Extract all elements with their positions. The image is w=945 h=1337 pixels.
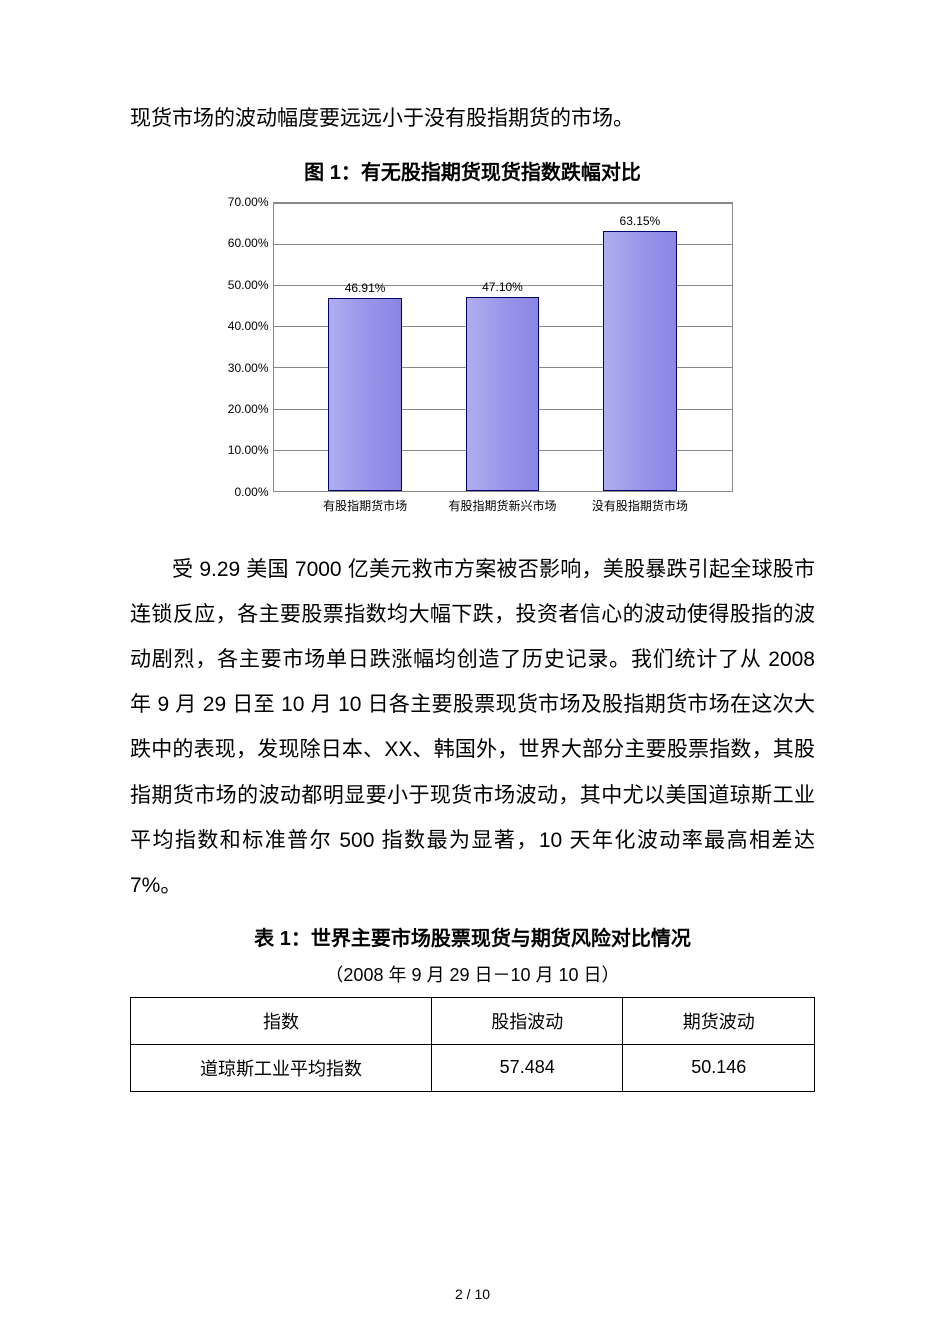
- table-header-cell: 指数: [131, 997, 432, 1044]
- chart-ytick-label: 70.00%: [209, 195, 269, 209]
- table-cell: 57.484: [431, 1044, 623, 1091]
- table-header-row: 指数股指波动期货波动: [131, 997, 815, 1044]
- chart-ytick-label: 30.00%: [209, 361, 269, 375]
- chart-xtick-label: 没有股指期货市场: [592, 497, 688, 514]
- chart-1: 46.91% 有股指期货市场 47.10% 有股指期货新兴市场 63.15% 没有股指期货…: [203, 197, 743, 527]
- chart-bar: 63.15%: [603, 231, 676, 491]
- table-header-cell: 期货波动: [623, 997, 815, 1044]
- chart-gridline: [274, 203, 732, 204]
- chart-bar-label: 47.10%: [482, 280, 523, 298]
- chart-1-title: 图 1：有无股指期货现货指数跌幅对比: [130, 156, 815, 185]
- chart-ytick-label: 10.00%: [209, 443, 269, 457]
- chart-bar: 47.10%: [466, 297, 539, 491]
- intro-paragraph: 现货市场的波动幅度要远远小于没有股指期货的市场。: [130, 100, 815, 138]
- chart-ytick-label: 0.00%: [209, 485, 269, 499]
- table-1: 指数股指波动期货波动 道琼斯工业平均指数57.48450.146: [130, 997, 815, 1092]
- chart-xtick-label: 有股指期货新兴市场: [448, 497, 556, 514]
- chart-bar-label: 63.15%: [620, 214, 661, 232]
- chart-1-plot-area: 46.91%有股指期货市场47.10%有股指期货新兴市场63.15%没有股指期货…: [273, 202, 733, 492]
- chart-ytick-label: 60.00%: [209, 236, 269, 250]
- table-header-cell: 股指波动: [431, 997, 623, 1044]
- table-row: 道琼斯工业平均指数57.48450.146: [131, 1044, 815, 1091]
- chart-xtick-label: 有股指期货市场: [323, 497, 407, 514]
- chart-ytick-label: 40.00%: [209, 319, 269, 333]
- body-paragraph: 受 9.29 美国 7000 亿美元救市方案被否影响，美股暴跌引起全球股市连锁反…: [130, 547, 815, 908]
- chart-bar-label: 46.91%: [345, 281, 386, 299]
- table-1-title: 表 1：世界主要市场股票现货与期货风险对比情况: [130, 922, 815, 951]
- table-1-subtitle: （2008 年 9 月 29 日－10 月 10 日）: [130, 961, 815, 987]
- chart-ytick-label: 50.00%: [209, 278, 269, 292]
- table-cell: 50.146: [623, 1044, 815, 1091]
- chart-bar: 46.91%: [328, 298, 401, 491]
- table-cell: 道琼斯工业平均指数: [131, 1044, 432, 1091]
- page-number: 2 / 10: [0, 1286, 945, 1302]
- chart-ytick-label: 20.00%: [209, 402, 269, 416]
